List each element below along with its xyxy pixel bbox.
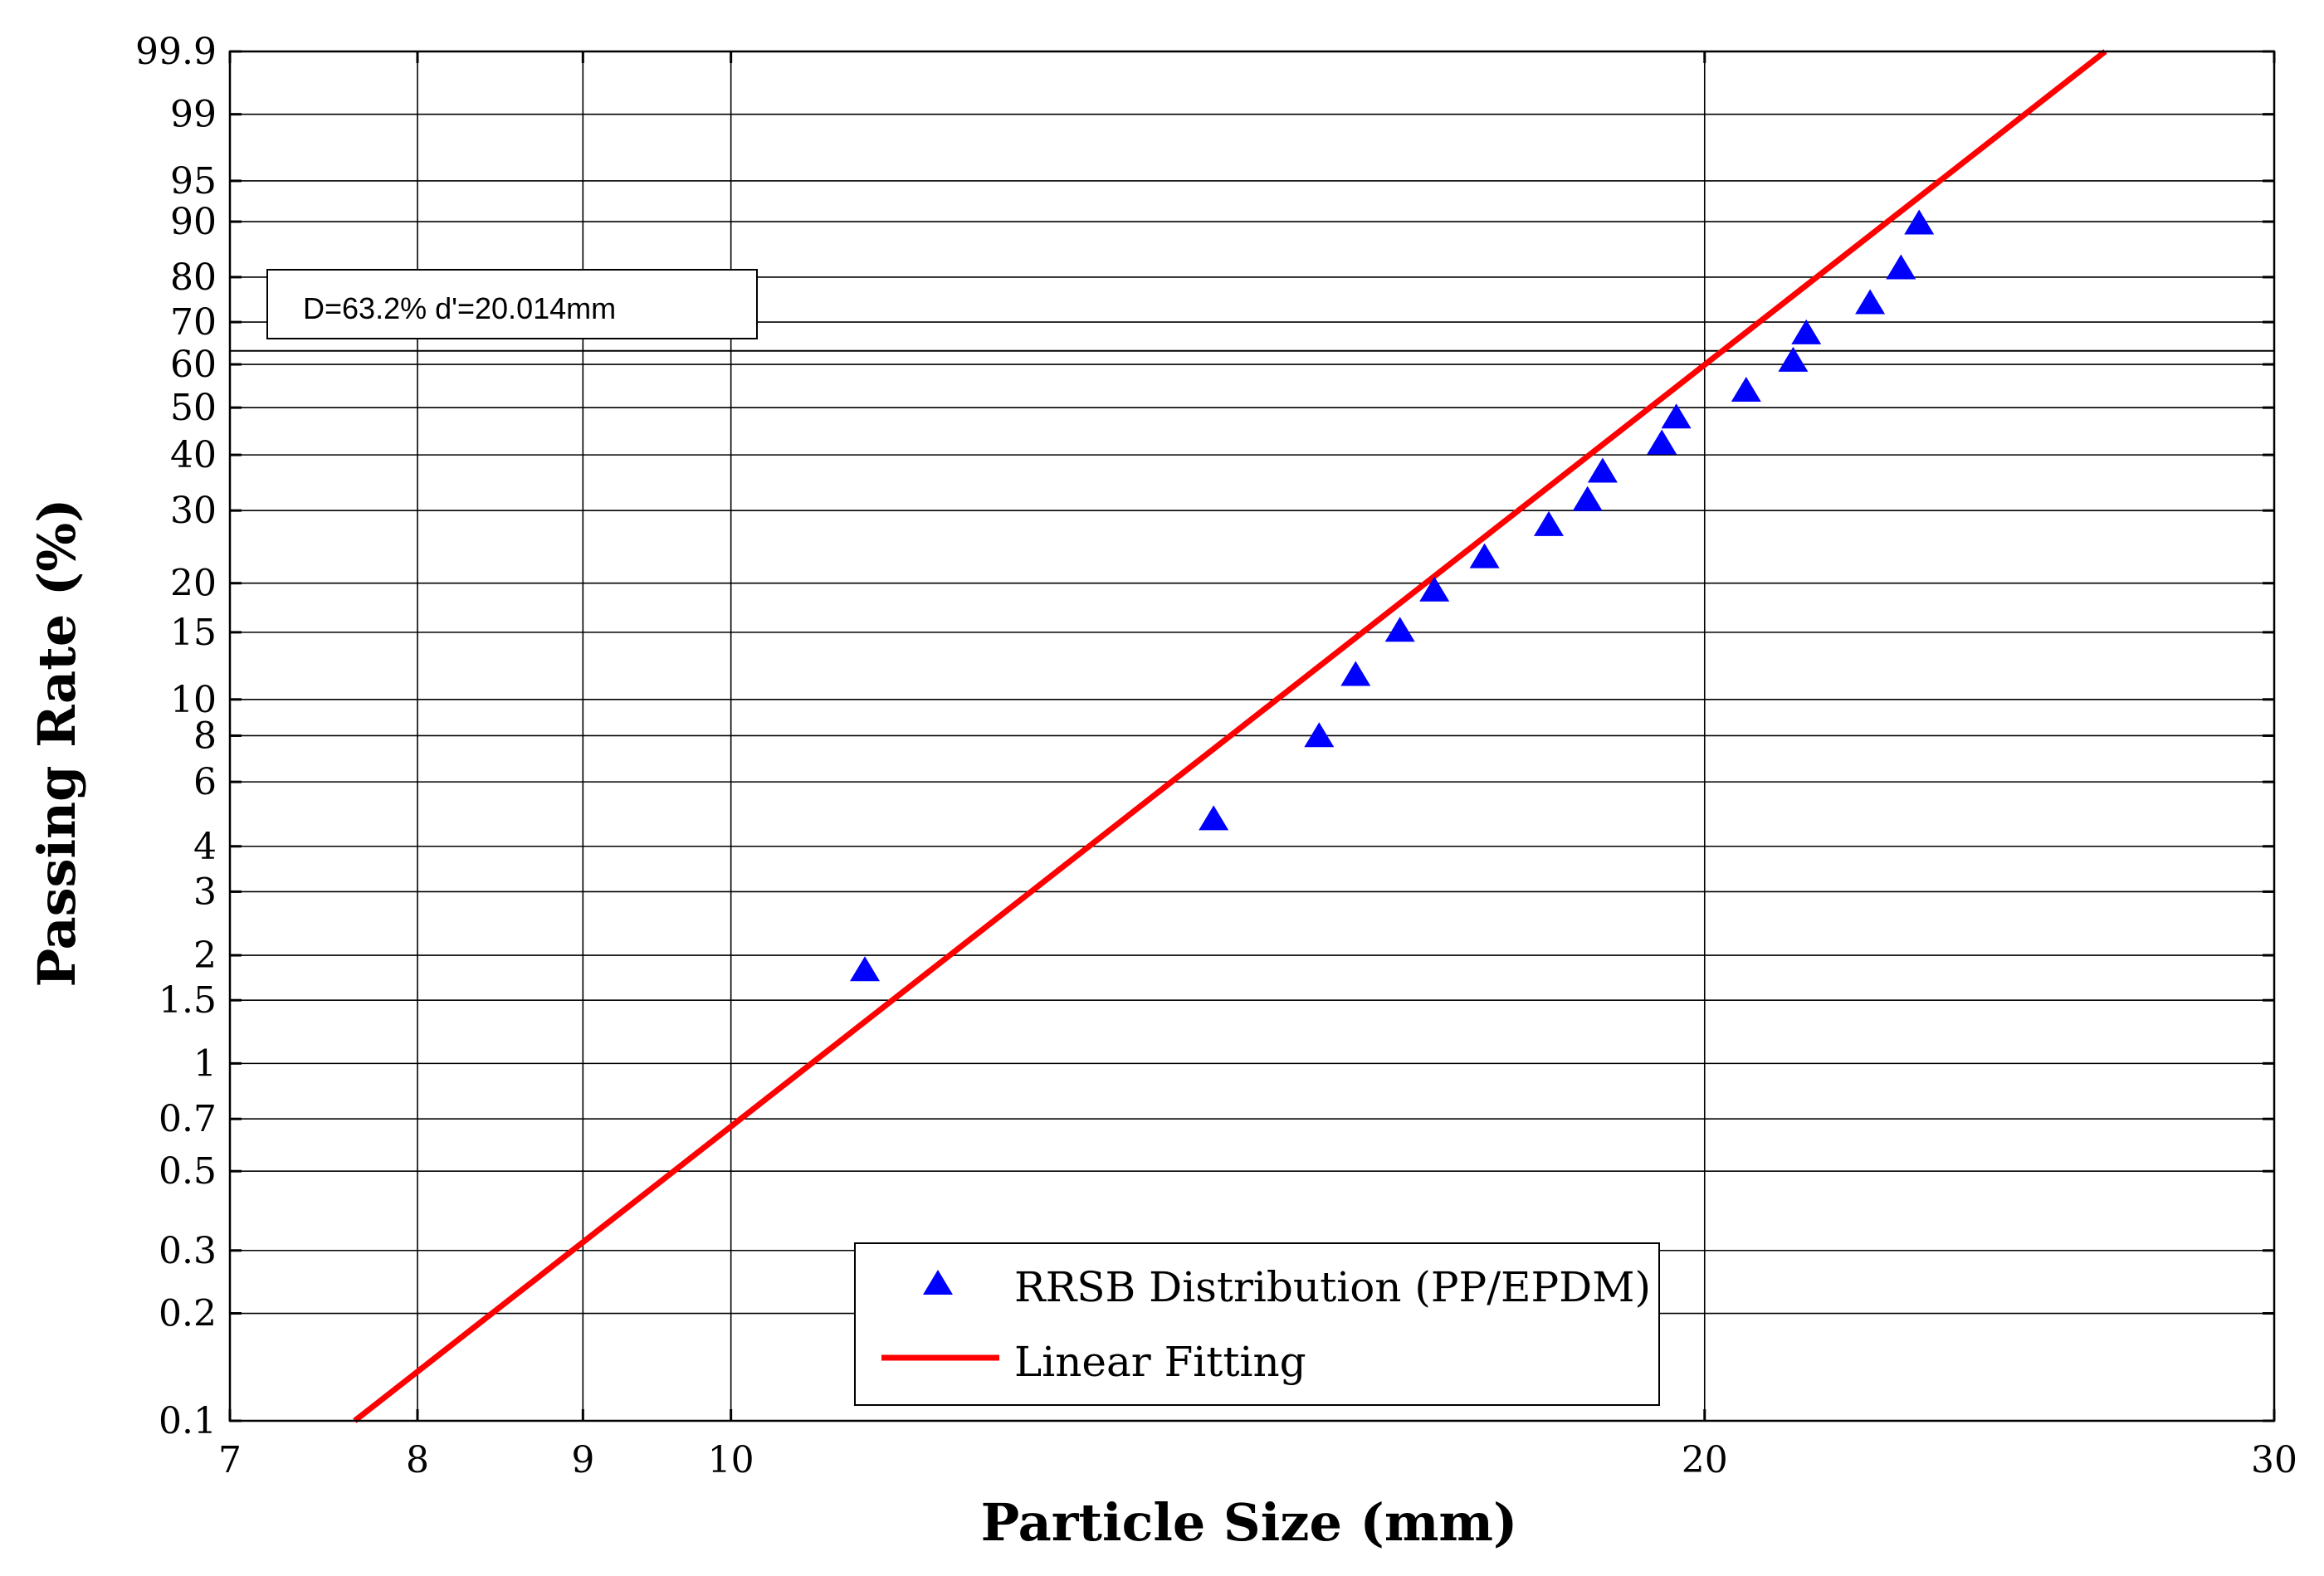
- legend: RRSB Distribution (PP/EPDM) Linear Fitti…: [854, 1242, 1660, 1406]
- x-tick-label: 7: [218, 1439, 242, 1481]
- annotation-box-border: [266, 269, 758, 339]
- y-tick-label: 60: [170, 344, 217, 386]
- y-tick-label: 4: [193, 826, 217, 868]
- y-tick-label: 8: [193, 715, 217, 757]
- grid-lines: [228, 50, 2276, 1422]
- data-point: [1199, 805, 1229, 831]
- y-tick-label: 50: [170, 387, 217, 429]
- y-tick-label: 0.5: [159, 1150, 217, 1193]
- fit-line-layer: [353, 49, 2107, 1423]
- legend-box: [854, 1242, 1660, 1406]
- legend-label-rrsb: RRSB Distribution (PP/EPDM): [1014, 1263, 1651, 1311]
- data-point: [1384, 617, 1415, 642]
- data-point: [1904, 209, 1935, 235]
- y-tick-label: 0.3: [159, 1230, 217, 1272]
- x-tick-labels: 7 8 9 10 20 30: [218, 1439, 2297, 1481]
- data-point: [1469, 543, 1500, 568]
- data-point: [1419, 576, 1450, 602]
- y-tick-label: 30: [170, 490, 217, 532]
- data-point: [1304, 722, 1335, 748]
- data-point: [1855, 289, 1886, 315]
- y-tick-label: 80: [170, 256, 217, 299]
- y-tick-label: 70: [170, 301, 217, 344]
- y-tick-label: 3: [193, 871, 217, 913]
- data-points-layer: [850, 209, 1935, 982]
- x-tick-label: 30: [2251, 1439, 2297, 1481]
- data-point: [1534, 510, 1564, 536]
- y-tick-label: 95: [170, 160, 217, 202]
- y-tick-label: 1: [193, 1042, 217, 1085]
- data-point: [1886, 254, 1916, 280]
- x-tick-label: 8: [406, 1439, 429, 1481]
- y-tick-label: 0.1: [159, 1400, 217, 1442]
- y-tick-label: 40: [170, 434, 217, 476]
- y-tick-label: 15: [170, 612, 217, 654]
- plot-frame-layer: [228, 50, 2276, 1422]
- y-axis-title: Passing Rate (%): [27, 499, 87, 988]
- data-point: [850, 956, 880, 982]
- y-tick-label: 20: [170, 563, 217, 605]
- y-tick-label: 10: [170, 679, 217, 721]
- y-tick-label: 2: [193, 934, 217, 977]
- data-point: [1731, 377, 1761, 402]
- annotation-text: D=63.2% d'=20.014mm: [303, 291, 616, 325]
- y-tick-label: 99: [170, 94, 217, 136]
- data-point: [1778, 346, 1809, 372]
- plot-frame: [228, 50, 2276, 1422]
- y-tick-label: 0.7: [159, 1098, 217, 1140]
- y-tick-label: 6: [193, 761, 217, 803]
- data-point: [1791, 319, 1822, 344]
- data-point: [1340, 661, 1371, 686]
- data-point: [1587, 457, 1618, 483]
- data-point: [1647, 429, 1677, 455]
- legend-marker-triangle: [923, 1270, 953, 1295]
- y-tick-label: 90: [170, 201, 217, 243]
- y-tick-label: 0.2: [159, 1293, 217, 1335]
- x-tick-label: 10: [708, 1439, 754, 1481]
- legend-label-fit: Linear Fitting: [1014, 1338, 1306, 1386]
- x-tick-label: 20: [1682, 1439, 1728, 1481]
- x-tick-label: 9: [571, 1439, 594, 1481]
- data-point: [1572, 485, 1603, 511]
- data-point: [1661, 403, 1692, 429]
- annotation-box: D=63.2% d'=20.014mm: [266, 269, 758, 339]
- linear-fit-line: [353, 49, 2107, 1423]
- x-axis-title: Particle Size (mm): [981, 1492, 1518, 1553]
- y-tick-label: 99.9: [135, 31, 217, 73]
- y-tick-label: 1.5: [159, 979, 217, 1022]
